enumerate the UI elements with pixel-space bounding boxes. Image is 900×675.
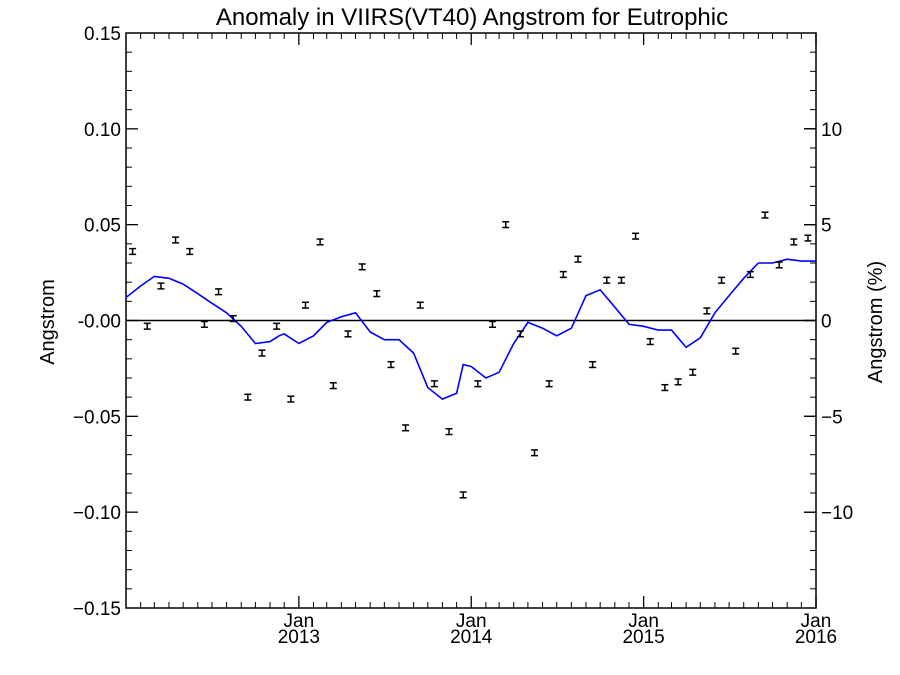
data-point: [589, 360, 597, 369]
x-tick-label-year: 2016: [795, 627, 837, 648]
data-point: [746, 270, 754, 279]
data-point: [172, 236, 180, 244]
data-point: [661, 383, 669, 392]
data-point: [258, 349, 266, 357]
data-point: [617, 276, 625, 284]
data-point: [200, 320, 208, 328]
x-tick-label-year: 2014: [450, 627, 493, 648]
y-axis-label-right: Angstrom (%): [865, 261, 887, 383]
data-points: [129, 211, 812, 499]
data-point: [603, 276, 611, 284]
y-left-tick-label: -0.00: [78, 312, 121, 333]
y-right-tick-label: 5: [821, 216, 832, 237]
data-point: [329, 382, 337, 390]
x-tick-label-year: 2015: [622, 627, 664, 648]
x-tick-label-year: 2013: [278, 627, 320, 648]
data-point: [430, 380, 438, 388]
data-point: [215, 288, 223, 296]
data-point: [143, 322, 151, 330]
y-left-tick-label: −0.15: [73, 599, 121, 620]
data-point: [674, 378, 682, 386]
data-point: [574, 255, 582, 263]
data-point: [157, 282, 165, 290]
data-point: [344, 330, 352, 338]
data-point: [632, 232, 640, 240]
data-point: [129, 247, 137, 256]
data-point: [488, 320, 496, 328]
data-point: [229, 314, 237, 323]
data-point: [531, 449, 539, 457]
data-point: [502, 221, 510, 229]
data-point: [186, 247, 194, 256]
data-point: [703, 307, 711, 315]
y-right-tick-label: −5: [821, 407, 843, 428]
data-point: [244, 393, 252, 401]
y-right-tick-label: −10: [821, 503, 853, 524]
data-point: [474, 380, 482, 388]
x-tick-label-month: Jan: [456, 611, 487, 632]
data-point: [459, 491, 467, 499]
y-axis-right-ticks: 10 5 0 −5 −10: [804, 51, 853, 590]
data-point: [689, 368, 697, 376]
y-left-tick-label: 0.15: [84, 24, 121, 45]
data-point: [545, 380, 553, 388]
smoothed-series-line: [125, 258, 816, 401]
y-right-tick-label: 0: [821, 312, 832, 333]
x-tick-label-month: Jan: [284, 611, 315, 632]
y-left-tick-label: 0.10: [84, 120, 121, 141]
x-tick-label-month: Jan: [628, 611, 659, 632]
y-left-tick-label: −0.05: [73, 407, 121, 428]
data-point: [301, 301, 309, 309]
data-point: [761, 211, 769, 219]
data-point: [402, 424, 410, 432]
data-point: [516, 330, 524, 338]
data-point: [358, 263, 366, 271]
data-point: [790, 238, 798, 246]
data-point: [732, 347, 740, 355]
y-axis-left-ticks: 0.15 0.10 0.05 -0.00 −0.05 −0.10 −0.15: [73, 24, 816, 620]
data-point: [273, 322, 281, 330]
data-point: [316, 238, 324, 246]
y-axis-label-left: Angstrom: [37, 279, 59, 365]
data-point: [373, 290, 381, 298]
y-left-tick-label: −0.10: [73, 503, 121, 524]
data-point: [559, 270, 567, 279]
data-point: [387, 360, 395, 369]
y-right-tick-label: 10: [821, 120, 842, 141]
x-tick-label-month: Jan: [801, 611, 832, 632]
data-point: [445, 428, 453, 436]
y-left-tick-label: 0.05: [84, 216, 121, 237]
data-point: [718, 276, 726, 284]
data-point: [804, 234, 812, 242]
data-point: [287, 395, 295, 403]
chart-title: Anomaly in VIIRS(VT40) Angstrom for Eutr…: [216, 4, 728, 31]
data-point: [646, 337, 654, 346]
data-point: [775, 261, 783, 269]
data-point: [416, 301, 424, 309]
